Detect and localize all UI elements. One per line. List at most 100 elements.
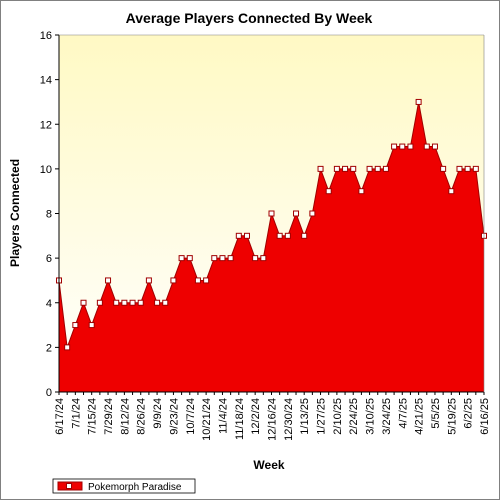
data-point	[105, 277, 112, 284]
legend-box	[52, 478, 196, 494]
y-tick-label: 8	[46, 209, 52, 221]
data-point	[186, 255, 193, 262]
data-point	[162, 299, 169, 306]
data-point	[399, 143, 406, 150]
data-point	[350, 165, 357, 172]
data-point	[317, 165, 324, 172]
legend-label-pokemorph-paradise: Pokemorph Paradise	[88, 482, 182, 493]
data-point	[448, 188, 455, 195]
data-point	[374, 165, 381, 172]
x-tick-label: 6/2/25	[463, 398, 475, 429]
data-point	[170, 277, 177, 284]
data-point	[472, 165, 479, 172]
x-tick-label: 7/15/24	[87, 398, 99, 435]
y-tick-label: 16	[40, 30, 52, 42]
data-point	[333, 165, 340, 172]
x-tick-label: 12/2/24	[250, 398, 262, 435]
x-tick-label: 2/10/25	[332, 398, 344, 435]
data-point	[440, 165, 447, 172]
y-tick-label: 0	[46, 387, 52, 399]
data-point	[113, 299, 120, 306]
data-point	[129, 299, 136, 306]
data-point	[96, 299, 103, 306]
data-point	[137, 299, 144, 306]
data-point	[252, 255, 259, 262]
x-tick-label: 8/26/24	[136, 398, 148, 435]
series-area-pokemorph-paradise	[59, 101, 484, 392]
x-tick-label: 2/24/25	[348, 398, 360, 435]
y-tick-label: 6	[46, 253, 52, 265]
data-point	[366, 165, 373, 172]
x-tick-label: 4/21/25	[414, 398, 426, 435]
data-point	[301, 232, 308, 239]
x-tick-label: 9/23/24	[168, 398, 180, 435]
data-point	[194, 277, 201, 284]
data-point	[235, 232, 242, 239]
x-tick-label: 9/9/24	[152, 398, 164, 429]
data-point	[227, 255, 234, 262]
data-point	[72, 322, 79, 329]
chart-title: Average Players Connected By Week	[126, 10, 373, 26]
data-point	[464, 165, 471, 172]
x-tick-label: 6/17/24	[54, 398, 66, 435]
data-point	[358, 188, 365, 195]
x-tick-label: 3/10/25	[365, 398, 377, 435]
data-point	[342, 165, 349, 172]
y-tick-label: 10	[40, 164, 52, 176]
data-point	[178, 255, 185, 262]
data-point	[293, 210, 300, 217]
x-axis-ticks: 6/17/24 7/1/24 7/15/24 7/29/24 8/12/24 8/26/2…	[54, 392, 491, 441]
x-tick-label: 8/12/24	[119, 398, 131, 435]
data-point	[243, 232, 250, 239]
data-point	[211, 255, 218, 262]
data-point	[423, 143, 430, 150]
data-point	[415, 98, 422, 105]
y-axis-label: Players Connected	[8, 159, 22, 267]
data-point	[325, 188, 332, 195]
data-point	[268, 210, 275, 217]
x-tick-label: 5/5/25	[430, 398, 442, 429]
data-point	[203, 277, 210, 284]
data-point	[284, 232, 291, 239]
data-point	[64, 344, 71, 351]
data-point	[121, 299, 128, 306]
data-point	[407, 143, 414, 150]
data-point	[80, 299, 87, 306]
data-point	[382, 165, 389, 172]
x-tick-label: 10/7/24	[185, 398, 197, 435]
x-tick-label: 12/16/24	[267, 398, 279, 441]
legend-marker	[66, 483, 72, 489]
data-point	[219, 255, 226, 262]
x-tick-label: 4/7/25	[397, 398, 409, 429]
y-tick-label: 12	[40, 119, 52, 131]
x-tick-label: 6/16/25	[479, 398, 491, 435]
x-axis-label: Week	[253, 458, 284, 472]
y-tick-label: 4	[46, 298, 52, 310]
y-tick-label: 2	[46, 342, 52, 354]
x-tick-label: 11/4/24	[217, 398, 229, 434]
data-point	[391, 143, 398, 150]
x-tick-label: 11/18/24	[234, 398, 246, 440]
data-point	[154, 299, 161, 306]
data-point	[431, 143, 438, 150]
x-tick-label: 7/1/24	[70, 398, 82, 429]
data-point	[309, 210, 316, 217]
y-axis-ticks: 0 2 4 6 8 10 12 14 16	[40, 30, 59, 399]
data-point	[276, 232, 283, 239]
y-tick-label: 14	[40, 75, 52, 87]
x-tick-label: 10/21/24	[201, 398, 213, 441]
x-tick-label: 1/27/25	[316, 398, 328, 435]
marker-layer	[56, 98, 487, 351]
data-point	[260, 255, 267, 262]
data-point	[145, 277, 152, 284]
x-tick-label: 12/30/24	[283, 398, 295, 441]
legend: Pokemorph Paradise	[52, 478, 196, 494]
data-point	[88, 322, 95, 329]
x-tick-label: 1/13/25	[299, 398, 311, 435]
data-point	[456, 165, 463, 172]
x-tick-label: 5/19/25	[446, 398, 458, 435]
x-tick-label: 7/29/24	[103, 398, 115, 435]
x-tick-label: 3/24/25	[381, 398, 393, 435]
